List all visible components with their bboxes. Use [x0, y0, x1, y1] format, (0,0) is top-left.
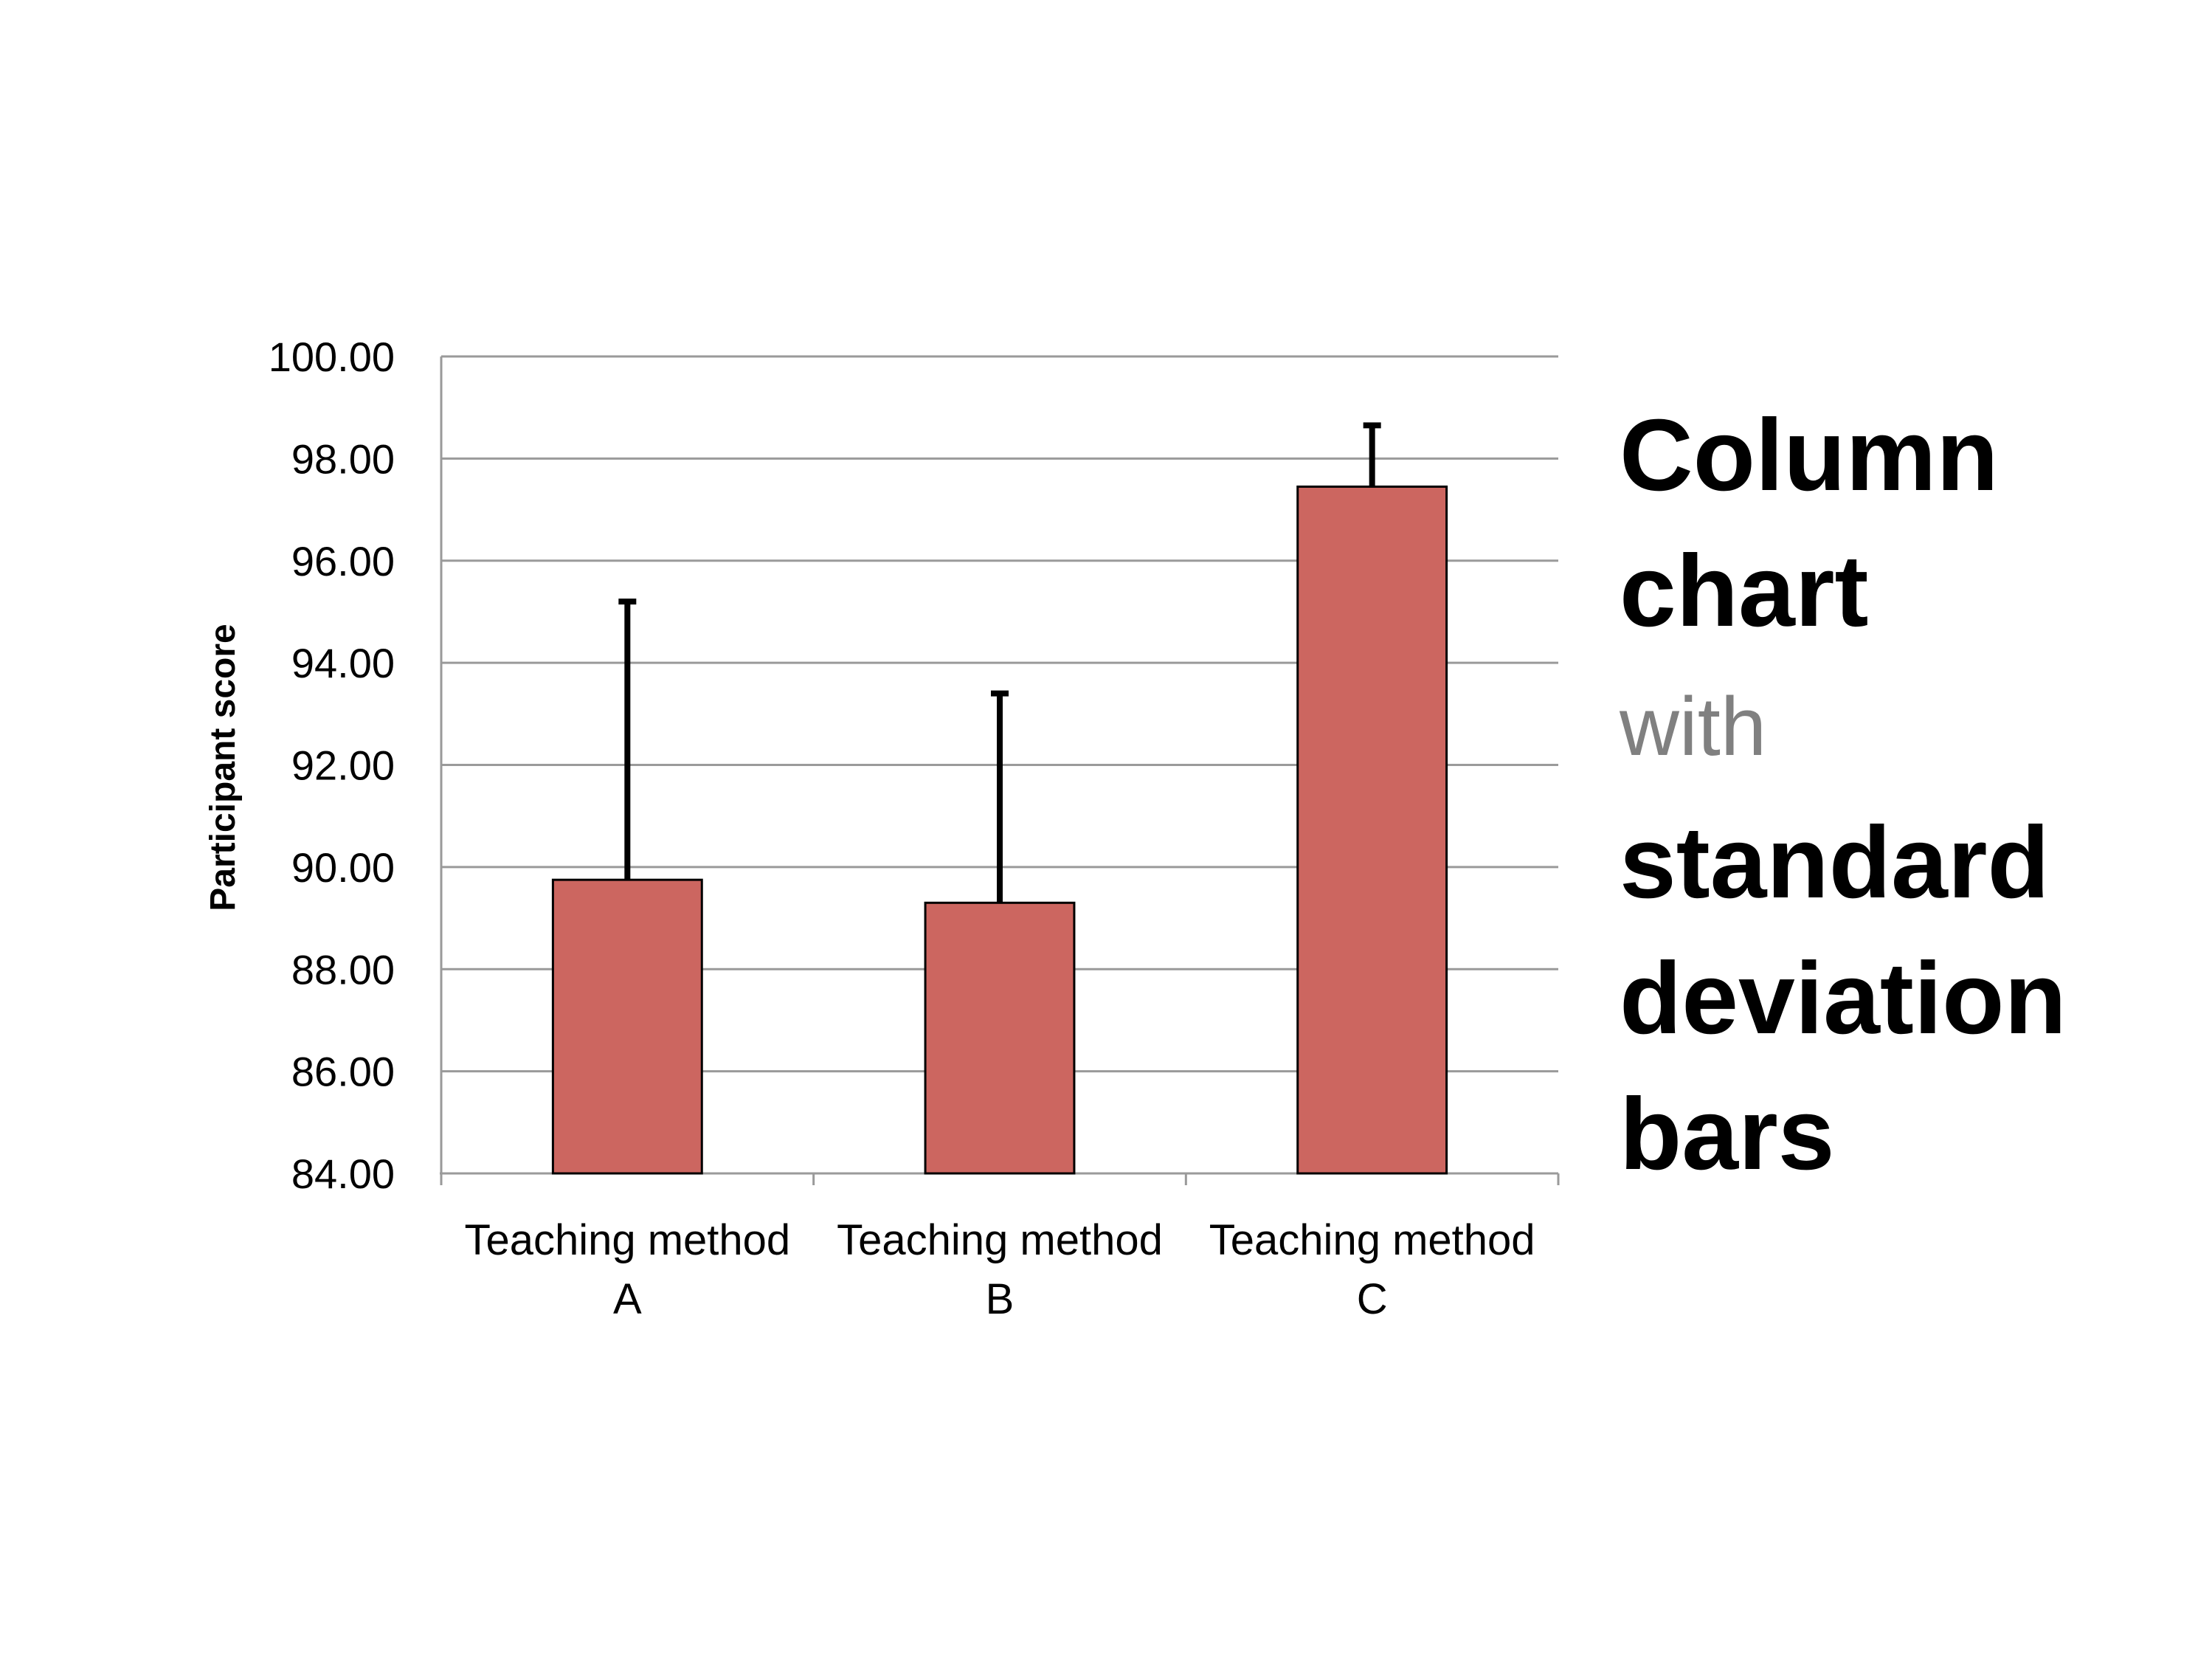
side-title-line-3: with	[1620, 680, 1767, 773]
x-tick-label: C	[1357, 1275, 1388, 1323]
x-tick-label: Teaching method	[464, 1216, 790, 1264]
side-title-line-2: chart	[1620, 534, 1869, 648]
error-bars	[618, 422, 1381, 903]
side-title-line-1: Column	[1620, 399, 1999, 512]
x-tick-label: Teaching method	[837, 1216, 1163, 1264]
bar-c	[1296, 485, 1448, 1175]
y-tick-label: 86.00	[291, 1049, 395, 1095]
bar-b	[924, 901, 1076, 1175]
bars	[551, 485, 1448, 1175]
y-tick-label: 88.00	[291, 946, 395, 993]
y-tick-label: 90.00	[291, 844, 395, 891]
x-tick-label: Teaching method	[1209, 1216, 1535, 1264]
x-tick-label: B	[986, 1275, 1015, 1323]
y-axis-label: Participant score	[204, 624, 243, 911]
y-tick-label: 92.00	[291, 742, 395, 789]
side-title: Column chart with standard deviation bar…	[1620, 387, 2202, 1202]
side-title-line-4: standard	[1620, 806, 2050, 920]
side-title-line-6: bars	[1620, 1077, 1835, 1191]
y-tick-label: 98.00	[291, 435, 395, 482]
x-tick-label: A	[613, 1275, 642, 1323]
bar-a	[551, 878, 703, 1175]
y-tick-label: 100.00	[269, 334, 395, 380]
y-tick-label: 94.00	[291, 640, 395, 686]
side-title-line-5: deviation	[1620, 942, 2067, 1055]
y-tick-label: 96.00	[291, 538, 395, 584]
y-tick-label: 84.00	[291, 1151, 395, 1197]
axis-labels: 84.00 86.00 88.00 90.00 92.00 94.00 96.00 98.00…	[269, 334, 1535, 1323]
